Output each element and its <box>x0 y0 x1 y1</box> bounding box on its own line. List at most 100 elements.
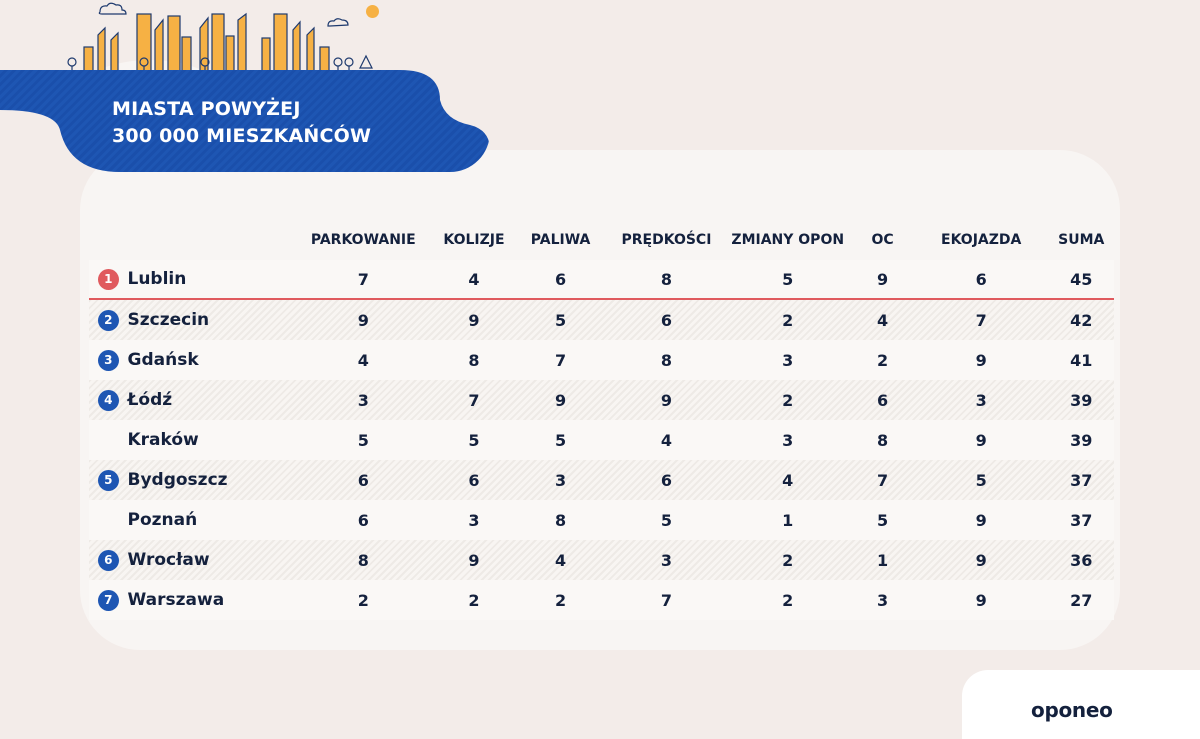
city-name: Wrocław <box>127 550 210 570</box>
header-ekojazda: EKOJAZDA <box>941 232 1022 248</box>
cell-predkosci: 3 <box>660 550 673 570</box>
cell-zmiany-opon: 5 <box>782 269 794 289</box>
cell-kolizje: 5 <box>468 430 480 450</box>
cell-oc: 1 <box>876 550 889 570</box>
cell-ekojazda: 3 <box>975 390 987 410</box>
cell-parkowanie: 6 <box>357 470 369 490</box>
city-name: Kraków <box>127 430 199 450</box>
cell-kolizje: 6 <box>468 470 480 490</box>
cell-predkosci: 4 <box>660 430 673 450</box>
cell-paliwa: 7 <box>555 350 567 370</box>
cell-suma: 36 <box>1070 550 1093 570</box>
rank-badge: 6 <box>97 549 119 571</box>
city-name: Bydgoszcz <box>127 470 228 490</box>
cell-parkowanie: 5 <box>357 430 369 450</box>
title-banner <box>0 70 490 172</box>
city-name: Poznań <box>127 510 198 530</box>
cell-zmiany-opon: 2 <box>782 590 794 610</box>
table-row: Poznań 6 3 8 5 1 5 9 37 <box>89 500 1114 540</box>
rank-badge: 3 <box>97 349 119 371</box>
cell-predkosci: 8 <box>660 350 673 370</box>
cell-paliwa: 3 <box>555 470 567 490</box>
cell-ekojazda: 5 <box>975 470 987 490</box>
cell-zmiany-opon: 4 <box>782 470 794 490</box>
cell-kolizje: 8 <box>468 350 480 370</box>
table-row: 7 Warszawa 2 2 2 7 2 3 9 27 <box>89 580 1114 620</box>
cell-oc: 2 <box>876 350 889 370</box>
cell-ekojazda: 6 <box>975 269 987 289</box>
cell-suma: 39 <box>1070 430 1093 450</box>
cell-kolizje: 9 <box>468 550 480 570</box>
header-predkosci: PRĘDKOŚCI <box>621 232 712 248</box>
city-name: Gdańsk <box>127 350 199 370</box>
table-row: 1 Lublin 7 4 6 8 5 9 6 45 <box>89 260 1114 300</box>
cell-oc: 6 <box>876 390 889 410</box>
rank-badge: 7 <box>97 589 119 611</box>
city-name: Lublin <box>127 269 187 289</box>
rank-badge: 1 <box>97 268 119 290</box>
cell-paliwa: 5 <box>555 430 567 450</box>
header-zmiany-opon: ZMIANY OPON <box>731 232 845 248</box>
table-body: 1 Lublin 7 4 6 8 5 9 6 45 2 Szczecin 9 9 5 6 2 4 7 42 3 Gdańs… <box>89 260 1114 620</box>
city-name: Warszawa <box>127 590 225 610</box>
table-row: Kraków 5 5 5 4 3 8 9 39 <box>89 420 1114 460</box>
cell-parkowanie: 8 <box>357 550 369 570</box>
cell-suma: 37 <box>1070 510 1093 530</box>
cell-zmiany-opon: 2 <box>782 310 794 330</box>
cell-oc: 4 <box>876 310 889 330</box>
cell-oc: 8 <box>876 430 889 450</box>
cell-zmiany-opon: 2 <box>782 390 794 410</box>
cell-predkosci: 7 <box>660 590 673 610</box>
cell-ekojazda: 9 <box>975 510 987 530</box>
header-paliwa: PALIWA <box>530 232 591 248</box>
cell-parkowanie: 4 <box>357 350 369 370</box>
rank-badge: 4 <box>97 389 119 411</box>
cell-ekojazda: 9 <box>975 550 987 570</box>
rank-badge: 5 <box>97 469 119 491</box>
cell-kolizje: 7 <box>468 390 480 410</box>
title-line-2: 300 000 MIESZKAŃCÓW <box>112 125 372 147</box>
table-row: 3 Gdańsk 4 8 7 8 3 2 9 41 <box>89 340 1114 380</box>
cloud-decoration <box>900 160 1100 270</box>
cell-predkosci: 5 <box>660 510 673 530</box>
header-kolizje: KOLIZJE <box>443 232 505 248</box>
table-row: 6 Wrocław 8 9 4 3 2 1 9 36 <box>89 540 1114 580</box>
city-skyline-icon <box>60 2 390 72</box>
table-row: 2 Szczecin 9 9 5 6 2 4 7 42 <box>89 300 1114 340</box>
cell-zmiany-opon: 3 <box>782 430 794 450</box>
header-parkowanie: PARKOWANIE <box>310 232 416 248</box>
cell-kolizje: 2 <box>468 590 480 610</box>
cell-paliwa: 9 <box>555 390 567 410</box>
cell-oc: 9 <box>876 269 889 289</box>
cell-suma: 27 <box>1070 590 1093 610</box>
cell-parkowanie: 7 <box>357 269 369 289</box>
cell-predkosci: 9 <box>660 390 673 410</box>
oponeo-logo: oponeo <box>1031 698 1113 722</box>
cell-ekojazda: 7 <box>975 310 987 330</box>
table-row: 5 Bydgoszcz 6 6 3 6 4 7 5 37 <box>89 460 1114 500</box>
cell-ekojazda: 9 <box>975 430 987 450</box>
cell-suma: 39 <box>1070 390 1093 410</box>
header-suma: SUMA <box>1058 232 1105 248</box>
table-row: 4 Łódź 3 7 9 9 2 6 3 39 <box>89 380 1114 420</box>
cell-kolizje: 4 <box>468 269 480 289</box>
cell-zmiany-opon: 3 <box>782 350 794 370</box>
sun-icon <box>366 5 379 18</box>
cell-suma: 37 <box>1070 470 1093 490</box>
rank-badge: 2 <box>97 309 119 331</box>
cell-zmiany-opon: 2 <box>782 550 794 570</box>
cell-predkosci: 6 <box>660 470 673 490</box>
title-line-1: MIASTA POWYŻEJ <box>112 98 301 120</box>
logo-container <box>962 670 1200 739</box>
cell-paliwa: 2 <box>555 590 567 610</box>
page-title: MIASTA POWYŻEJ 300 000 MIESZKAŃCÓW <box>112 96 371 150</box>
cell-suma: 41 <box>1070 350 1093 370</box>
cell-oc: 7 <box>876 470 889 490</box>
header-oc: OC <box>871 232 894 248</box>
ranking-table: PARKOWANIE KOLIZJE PALIWA PRĘDKOŚCI ZMIA… <box>89 220 1114 620</box>
cell-suma: 45 <box>1070 269 1093 289</box>
cell-oc: 5 <box>876 510 889 530</box>
cell-ekojazda: 9 <box>975 590 987 610</box>
cell-parkowanie: 3 <box>357 390 369 410</box>
cell-zmiany-opon: 1 <box>782 510 794 530</box>
